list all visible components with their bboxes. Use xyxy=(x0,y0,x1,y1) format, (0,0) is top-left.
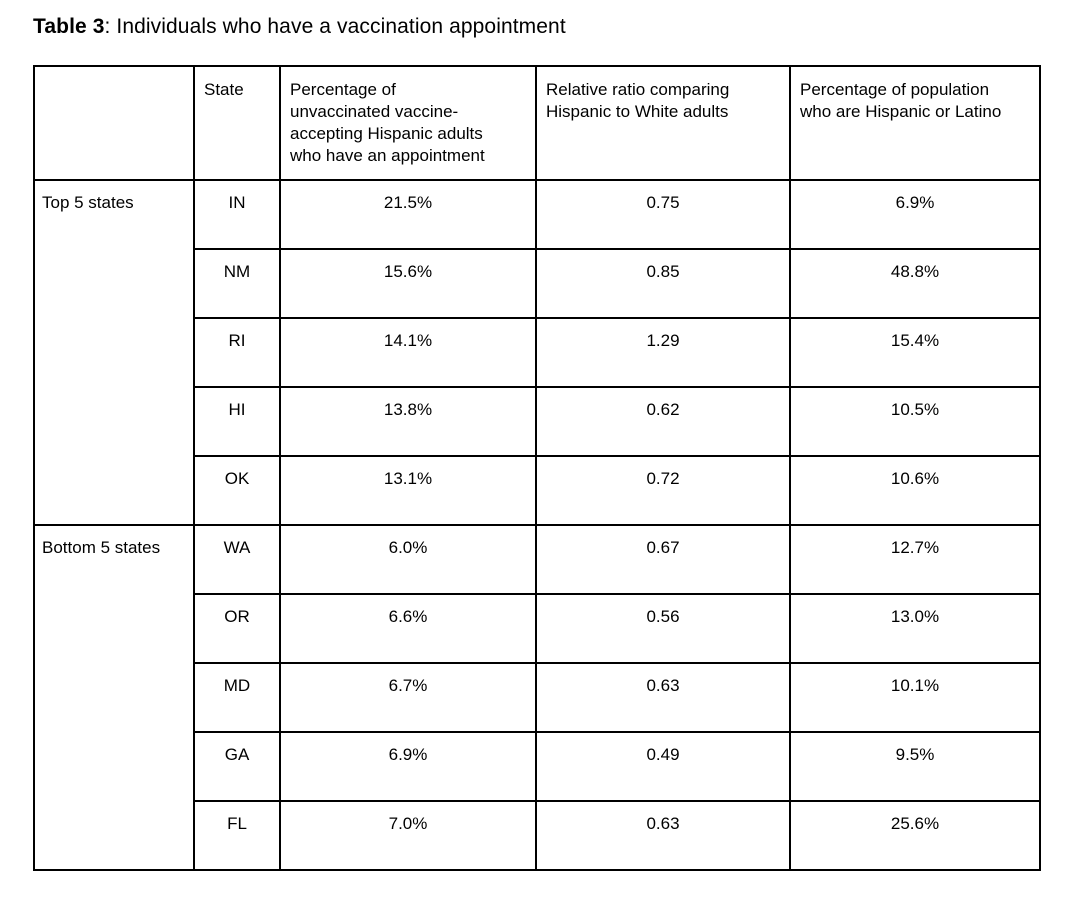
column-header-relative-ratio: Relative ratio comparing Hispanic to Whi… xyxy=(535,65,791,181)
table-row: Bottom 5 states WA 6.0% 0.67 12.7% xyxy=(33,524,1041,871)
relative-ratio-cell: 0.85 xyxy=(535,248,791,319)
population-pct-cell: 15.4% xyxy=(789,317,1041,388)
state-cell: IN xyxy=(193,179,281,250)
appointment-pct-cell: 7.0% xyxy=(279,800,537,871)
table-row: OK 13.1% 0.72 10.6% xyxy=(34,455,1041,526)
row-group-label-top5: Top 5 states xyxy=(33,179,195,526)
relative-ratio-cell: 0.63 xyxy=(535,800,791,871)
column-header-pct-population: Percentage of population who are Hispani… xyxy=(789,65,1041,181)
appointment-pct-cell: 21.5% xyxy=(279,179,537,250)
population-pct-cell: 9.5% xyxy=(789,731,1041,802)
header-row: State Percentage of unvaccinated vaccine… xyxy=(33,65,1041,181)
vaccination-appointment-table: State Percentage of unvaccinated vaccine… xyxy=(33,65,1041,871)
state-cell: FL xyxy=(193,800,281,871)
appointment-pct-cell: 14.1% xyxy=(279,317,537,388)
column-header-pct-appointment: Percentage of unvaccinated vaccine- acce… xyxy=(279,65,537,181)
relative-ratio-cell: 0.63 xyxy=(535,662,791,733)
state-cell: HI xyxy=(193,386,281,457)
relative-ratio-cell: 1.29 xyxy=(535,317,791,388)
appointment-pct-cell: 15.6% xyxy=(279,248,537,319)
table-title-text: : Individuals who have a vaccination app… xyxy=(104,15,566,38)
column-header-state: State xyxy=(193,65,281,181)
table-row: GA 6.9% 0.49 9.5% xyxy=(34,731,1041,802)
table-title: Table 3: Individuals who have a vaccinat… xyxy=(0,0,1072,40)
population-pct-cell: 12.7% xyxy=(789,524,1041,595)
state-cell: MD xyxy=(193,662,281,733)
corner-header-cell xyxy=(33,65,195,181)
table-row: Top 5 states IN 21.5% 0.75 6.9% xyxy=(33,179,1041,526)
state-cell: OK xyxy=(193,455,281,526)
population-pct-cell: 13.0% xyxy=(789,593,1041,664)
table-row: RI 14.1% 1.29 15.4% xyxy=(34,317,1041,388)
table-row: HI 13.8% 0.62 10.5% xyxy=(34,386,1041,457)
population-pct-cell: 10.6% xyxy=(789,455,1041,526)
population-pct-cell: 25.6% xyxy=(789,800,1041,871)
state-cell: OR xyxy=(193,593,281,664)
state-cell: GA xyxy=(193,731,281,802)
relative-ratio-cell: 0.56 xyxy=(535,593,791,664)
state-cell: WA xyxy=(193,524,281,595)
population-pct-cell: 10.5% xyxy=(789,386,1041,457)
appointment-pct-cell: 13.1% xyxy=(279,455,537,526)
appointment-pct-cell: 6.7% xyxy=(279,662,537,733)
state-cell: RI xyxy=(193,317,281,388)
relative-ratio-cell: 0.75 xyxy=(535,179,791,250)
relative-ratio-cell: 0.62 xyxy=(535,386,791,457)
population-pct-cell: 10.1% xyxy=(789,662,1041,733)
appointment-pct-cell: 13.8% xyxy=(279,386,537,457)
table-row: OR 6.6% 0.56 13.0% xyxy=(34,593,1041,664)
appointment-pct-cell: 6.0% xyxy=(279,524,537,595)
appointment-pct-cell: 6.6% xyxy=(279,593,537,664)
appointment-pct-cell: 6.9% xyxy=(279,731,537,802)
relative-ratio-cell: 0.49 xyxy=(535,731,791,802)
relative-ratio-cell: 0.72 xyxy=(535,455,791,526)
relative-ratio-cell: 0.67 xyxy=(535,524,791,595)
population-pct-cell: 6.9% xyxy=(789,179,1041,250)
table-row: FL 7.0% 0.63 25.6% xyxy=(34,800,1041,871)
table-row: MD 6.7% 0.63 10.1% xyxy=(34,662,1041,733)
table-title-label: Table 3 xyxy=(33,15,105,38)
row-group-label-bottom5: Bottom 5 states xyxy=(33,524,195,871)
state-cell: NM xyxy=(193,248,281,319)
population-pct-cell: 48.8% xyxy=(789,248,1041,319)
table-row: NM 15.6% 0.85 48.8% xyxy=(34,248,1041,319)
